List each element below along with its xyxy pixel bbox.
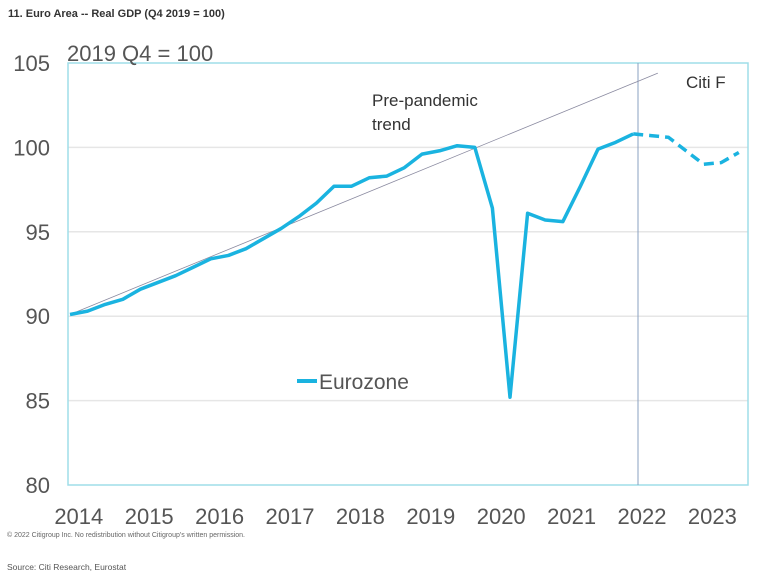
trend-annotation-line1: Pre-pandemic bbox=[372, 91, 478, 110]
plot-frame bbox=[67, 62, 749, 486]
y-tick-label: 90 bbox=[26, 304, 50, 329]
x-tick-label: 2015 bbox=[125, 504, 174, 529]
x-tick-label: 2023 bbox=[688, 504, 737, 529]
y-tick-label: 105 bbox=[13, 51, 50, 76]
x-tick-label: 2016 bbox=[195, 504, 244, 529]
forecast-annotation: Citi F bbox=[686, 73, 726, 92]
pre-pandemic-trend-line bbox=[69, 72, 658, 315]
x-tick-label: 2022 bbox=[618, 504, 667, 529]
x-tick-label: 2020 bbox=[477, 504, 526, 529]
y-tick-label: 85 bbox=[26, 389, 50, 414]
x-tick-label: 2019 bbox=[406, 504, 455, 529]
eurozone-series-line bbox=[69, 132, 634, 399]
source-note: Source: Citi Research, Eurostat bbox=[7, 562, 127, 572]
y-tick-label: 95 bbox=[26, 220, 50, 245]
forecast-series-line bbox=[633, 132, 740, 167]
unit-label: 2019 Q4 = 100 bbox=[67, 41, 213, 66]
trend-annotation-line2: trend bbox=[372, 115, 411, 134]
copyright-notice: © 2022 Citigroup Inc. No redistribution … bbox=[7, 532, 245, 539]
legend-label: Eurozone bbox=[319, 371, 409, 394]
chart-title: 11. Euro Area -- Real GDP (Q4 2019 = 100… bbox=[8, 8, 225, 20]
x-tick-label: 2014 bbox=[54, 504, 103, 529]
x-tick-label: 2017 bbox=[266, 504, 315, 529]
y-tick-label: 100 bbox=[13, 135, 50, 160]
x-tick-label: 2018 bbox=[336, 504, 385, 529]
y-tick-label: 80 bbox=[26, 473, 50, 498]
x-tick-label: 2021 bbox=[547, 504, 596, 529]
